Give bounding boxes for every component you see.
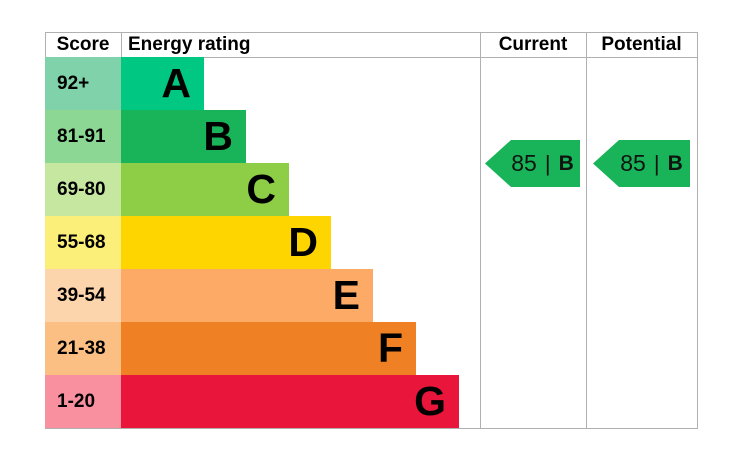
band-g-letter: G xyxy=(414,378,446,424)
score-header-divider xyxy=(121,32,122,57)
score-column-header: Score xyxy=(56,34,110,55)
band-a-score: 92+ xyxy=(45,57,121,110)
band-g-score: 1-20 xyxy=(45,375,121,428)
current-separator: | xyxy=(544,150,551,176)
current-rating-letter: B xyxy=(558,151,574,175)
band-d-bar: D xyxy=(121,216,331,269)
band-rows: 92+ A 81-91 B 69-80 C 55-68 D 39-54 E 21… xyxy=(45,57,698,428)
epc-chart: Score Energy rating Current Potential 92… xyxy=(45,32,698,429)
table-right-border xyxy=(697,32,698,428)
band-f-letter: F xyxy=(377,325,403,371)
band-a-letter: A xyxy=(161,60,191,106)
band-row-g: 1-20 G xyxy=(45,375,698,428)
band-e-letter: E xyxy=(332,272,360,318)
band-b-letter: B xyxy=(203,113,233,159)
band-f-score: 21-38 xyxy=(45,322,121,375)
band-d-score: 55-68 xyxy=(45,216,121,269)
band-b-bar: B xyxy=(121,110,246,163)
band-c-score: 69-80 xyxy=(45,163,121,216)
band-e-score: 39-54 xyxy=(45,269,121,322)
band-e-bar: E xyxy=(121,269,373,322)
current-column-header: Current xyxy=(498,34,568,55)
band-row-f: 21-38 F xyxy=(45,322,698,375)
band-c-letter: C xyxy=(246,166,276,212)
band-row-b: 81-91 B xyxy=(45,110,698,163)
current-column-left-border xyxy=(480,32,481,428)
band-row-d: 55-68 D xyxy=(45,216,698,269)
energy-rating-header: Energy rating xyxy=(128,34,251,55)
potential-separator: | xyxy=(653,150,660,176)
band-c-bar: C xyxy=(121,163,289,216)
table-bottom-border xyxy=(45,428,698,429)
header-bottom-border xyxy=(45,57,698,58)
potential-score-value: 85 xyxy=(620,150,646,176)
table-top-border xyxy=(45,32,698,33)
band-row-e: 39-54 E xyxy=(45,269,698,322)
band-d-letter: D xyxy=(288,219,318,265)
potential-rating-letter: B xyxy=(667,151,683,175)
band-row-a: 92+ A xyxy=(45,57,698,110)
band-b-score: 81-91 xyxy=(45,110,121,163)
current-score-value: 85 xyxy=(511,150,537,176)
current-potential-divider xyxy=(586,32,587,428)
band-g-bar: G xyxy=(121,375,459,428)
band-row-c: 69-80 C xyxy=(45,163,698,216)
band-a-bar: A xyxy=(121,57,204,110)
potential-column-header: Potential xyxy=(601,34,682,55)
band-f-bar: F xyxy=(121,322,416,375)
